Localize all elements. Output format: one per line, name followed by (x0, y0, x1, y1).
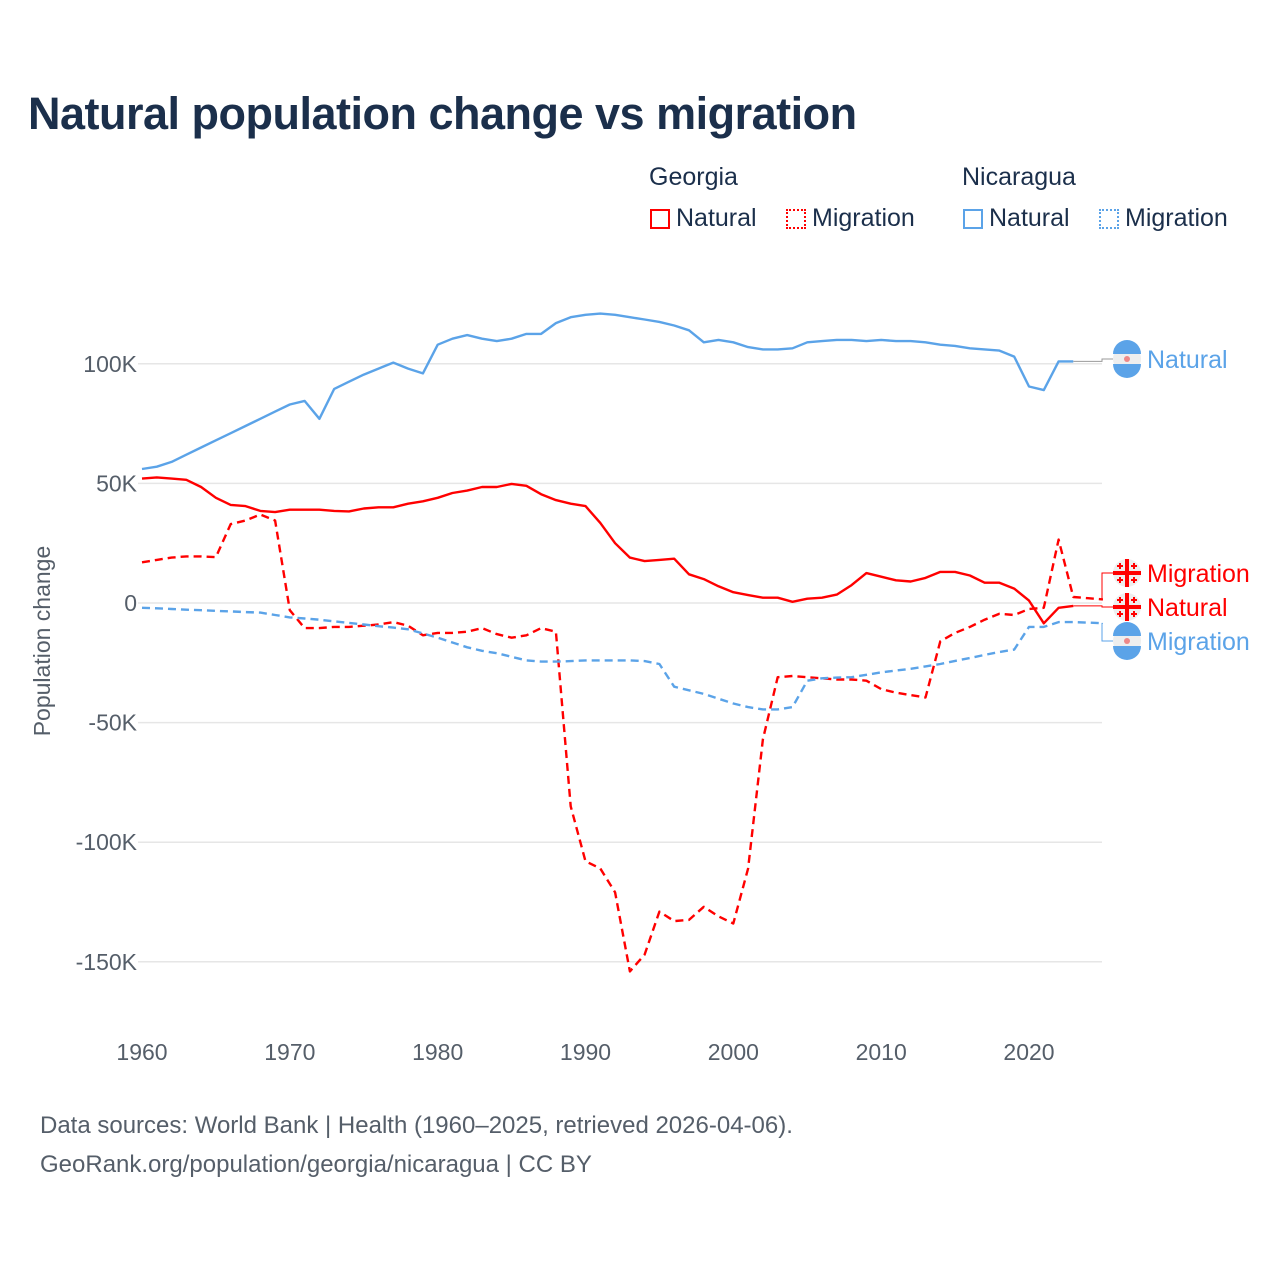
y-axis-label: Population change (29, 546, 55, 737)
leader-line (1101, 572, 1113, 600)
legend-group-georgia: Georgia (649, 163, 738, 191)
series-line-nicaragua-migration (141, 606, 1103, 711)
solid-swatch-icon (963, 208, 983, 229)
x-tick-label: 1960 (116, 1039, 167, 1065)
nicaragua-flag-icon (1113, 622, 1141, 660)
leader-line (1073, 358, 1113, 362)
legend-group-nicaragua: Nicaragua (962, 163, 1076, 191)
x-tick-label: 2020 (1003, 1039, 1054, 1065)
y-tick-label: 50K (96, 470, 138, 496)
leader-line (1073, 605, 1113, 608)
x-tick-label: 2010 (856, 1039, 907, 1065)
series-end-label: Migration (1147, 560, 1250, 588)
flag-stripe (1113, 340, 1141, 354)
y-tick-label: -150K (76, 949, 138, 975)
legend-label: Migration (812, 204, 915, 232)
chart-title: Natural population change vs migration (28, 88, 857, 139)
legend-georgia-natural[interactable]: Natural (650, 204, 757, 233)
solid-swatch-icon (650, 208, 670, 229)
x-tick-label: 2000 (708, 1039, 759, 1065)
footer: Data sources: World Bank | Health (1960–… (40, 1106, 793, 1184)
flag-small-cross (1131, 577, 1137, 583)
y-tick-label: 0 (124, 590, 137, 616)
series-line-nicaragua-natural (141, 312, 1074, 471)
flag-cross (1125, 593, 1129, 621)
legend-nicaragua-migration[interactable]: Migration (1099, 204, 1228, 233)
flag-stripe (1113, 364, 1141, 378)
series-line-georgia-natural (141, 476, 1074, 625)
flag-small-cross (1117, 577, 1123, 583)
legend-georgia-migration[interactable]: Migration (786, 204, 915, 233)
x-tick-label: 1980 (412, 1039, 463, 1065)
flag-small-cross (1117, 597, 1123, 603)
y-tick-label: 100K (83, 351, 137, 377)
flag-small-cross (1131, 611, 1137, 617)
dotted-swatch-icon (1099, 208, 1119, 229)
flag-stripe (1113, 622, 1141, 636)
source-link[interactable]: GeoRank.org/population/georgia/nicaragua… (40, 1151, 592, 1178)
flag-small-cross (1117, 563, 1123, 569)
flag-small-cross (1131, 597, 1137, 603)
flag-emblem (1124, 638, 1130, 644)
series-line-georgia-migration (141, 513, 1103, 973)
georgia-flag-icon (1113, 593, 1141, 621)
y-tick-label: -100K (76, 829, 138, 855)
series-end-label: Natural (1147, 346, 1228, 374)
legend-nicaragua-natural[interactable]: Natural (963, 204, 1070, 233)
leader-line (1101, 622, 1113, 642)
flag-emblem (1124, 356, 1130, 362)
legend-label: Natural (989, 204, 1070, 232)
flag-cross (1125, 559, 1129, 587)
nicaragua-flag-icon (1113, 340, 1141, 378)
dotted-swatch-icon (786, 208, 806, 229)
y-tick-label: -50K (88, 710, 137, 736)
series-end-label: Migration (1147, 628, 1250, 656)
flag-stripe (1113, 646, 1141, 660)
legend-label: Natural (676, 204, 757, 232)
legend-label: Migration (1125, 204, 1228, 232)
georgia-flag-icon (1113, 559, 1141, 587)
flag-small-cross (1131, 563, 1137, 569)
x-tick-label: 1970 (264, 1039, 315, 1065)
x-tick-label: 1990 (560, 1039, 611, 1065)
data-source-text: Data sources: World Bank | Health (1960–… (40, 1112, 793, 1139)
series-end-label: Natural (1147, 594, 1228, 622)
flag-small-cross (1117, 611, 1123, 617)
